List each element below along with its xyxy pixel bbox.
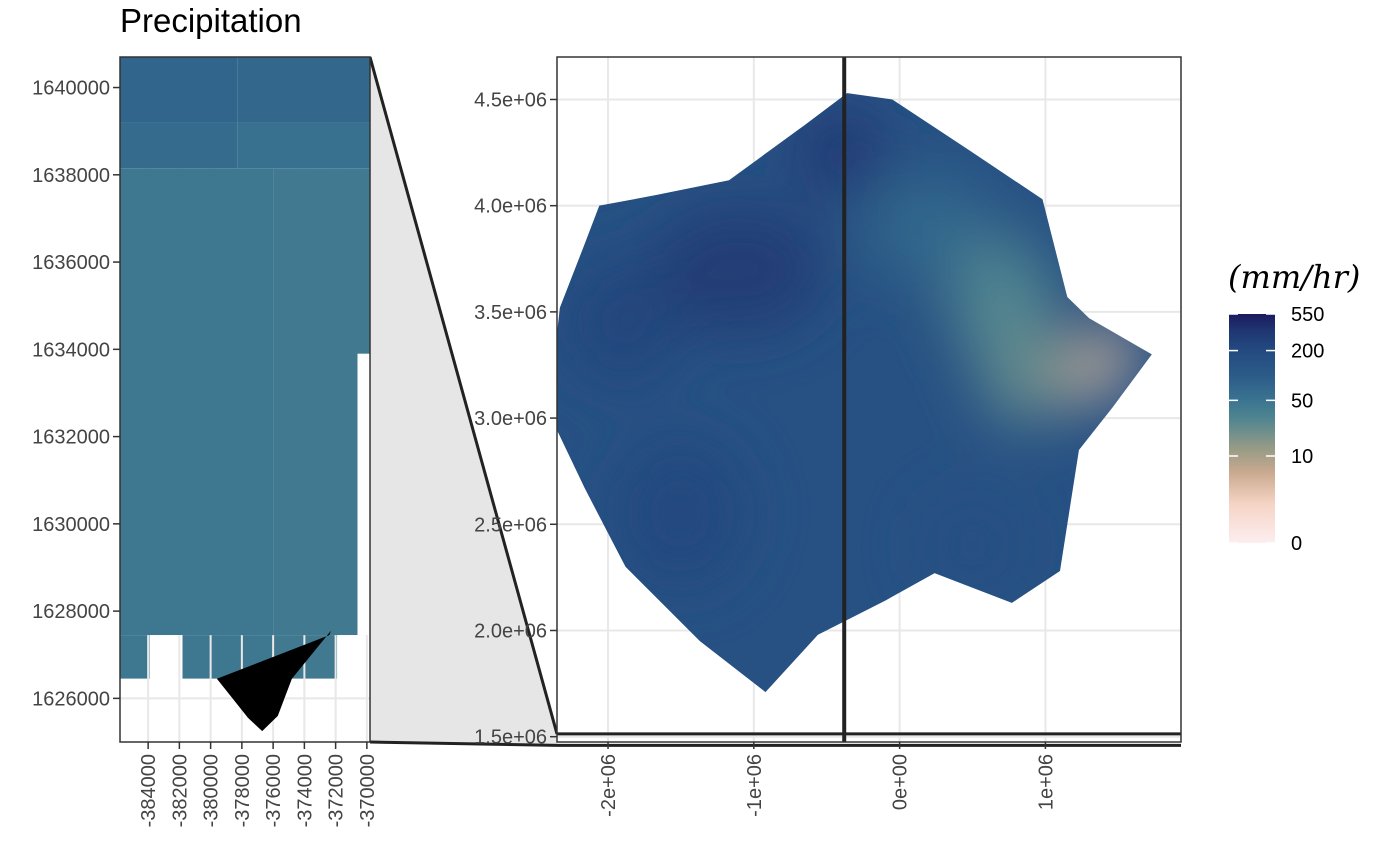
- precipitation-zone: [1084, 362, 1117, 397]
- inset-raster-cell: [120, 122, 238, 169]
- inset-y-tick-label: 1632000: [32, 427, 110, 449]
- zoom-wedge-bottom-edge: [369, 740, 558, 747]
- precipitation-zone: [615, 439, 747, 589]
- inset-raster-cell: [120, 57, 238, 123]
- precipitation-zone: [921, 498, 1024, 593]
- inset-raster: [120, 57, 370, 679]
- inset-y-tick-label: 1630000: [32, 514, 110, 536]
- color-legend: (mm/hr) 550 200 50 10 0: [1228, 258, 1360, 555]
- main-y-tick-label: 3.0e+06: [474, 408, 547, 430]
- inset-y-tick-label: 1628000: [32, 601, 110, 623]
- legend-break-label: 10: [1291, 446, 1313, 468]
- main-y-tick-label: 3.5e+06: [474, 302, 547, 324]
- inset-raster-cell: [273, 168, 370, 636]
- inset-x-tick-label: -378000: [232, 754, 254, 827]
- inset-x-tick-label: -382000: [169, 754, 191, 827]
- main-region-zones: [564, 110, 1135, 593]
- inset-panel-border: [119, 56, 371, 743]
- precipitation-zone: [979, 305, 1068, 425]
- legend-break-label: 0: [1291, 533, 1302, 555]
- inset-y-tick-label: 1640000: [32, 78, 110, 100]
- main-x-tick-label: 1e+06: [1035, 754, 1057, 810]
- inset-raster-cell: [237, 57, 370, 123]
- main-y-tick-label: 1.5e+06: [474, 727, 547, 749]
- inset-blank-cell: [149, 635, 183, 742]
- chart-title: Precipitation: [120, 2, 302, 39]
- inset-y-tick-label: 1634000: [32, 339, 110, 361]
- inset-boundary-shape: [216, 630, 331, 732]
- inset-y-tick-label: 1638000: [32, 165, 110, 187]
- inset-panel: -384000 -382000 -380000 -378000 -376000 -3740…: [32, 56, 379, 827]
- inset-raster-cell: [120, 168, 274, 636]
- main-x-tick-label: 0e+00: [890, 754, 912, 810]
- legend-title: (mm/hr): [1228, 258, 1360, 296]
- main-panel: -2e+06 -1e+06 0e+00 1e+06 1.5e+06 2.0e+06 2.5…: [474, 56, 1182, 817]
- legend-breaks: 550 200 50 10 0: [1229, 304, 1324, 555]
- inset-y-axis: 1626000 1628000 1630000 1632000 1634000 16360…: [32, 78, 120, 710]
- inset-raster-cell: [237, 122, 370, 169]
- inset-x-tick-label: -384000: [138, 754, 160, 827]
- precipitation-zone: [564, 258, 681, 387]
- legend-colorbar: [1229, 314, 1275, 543]
- legend-break-label: 200: [1291, 341, 1324, 363]
- inset-x-tick-label: -380000: [201, 754, 223, 827]
- inset-blank-cell: [357, 353, 370, 636]
- inset-x-tick-label: -376000: [263, 754, 285, 827]
- main-x-tick-label: -2e+06: [598, 754, 620, 817]
- inset-x-tick-label: -374000: [294, 754, 316, 827]
- inset-blank-cell: [120, 678, 150, 742]
- main-x-tick-label: -1e+06: [744, 754, 766, 817]
- inset-blank-cell: [337, 635, 370, 742]
- main-panel-border: [556, 56, 1182, 743]
- main-y-tick-label: 2.0e+06: [474, 620, 547, 642]
- legend-break-label: 550: [1291, 304, 1324, 326]
- inset-x-axis: -384000 -382000 -380000 -378000 -376000 -3740…: [138, 742, 379, 827]
- main-y-tick-label: 2.5e+06: [474, 514, 547, 536]
- inset-raster-cell: [120, 635, 150, 679]
- main-y-tick-label: 4.5e+06: [474, 89, 547, 111]
- precipitation-zone: [651, 205, 827, 334]
- inset-x-tick-label: -372000: [326, 754, 348, 827]
- main-y-tick-label: 4.0e+06: [474, 196, 547, 218]
- precipitation-zone: [863, 173, 995, 281]
- main-y-axis: 1.5e+06 2.0e+06 2.5e+06 3.0e+06 3.5e+06 4.0e+…: [474, 89, 557, 749]
- inset-y-tick-label: 1636000: [32, 252, 110, 274]
- precipitation-zone: [797, 110, 886, 196]
- inset-x-tick-label: -370000: [357, 754, 379, 827]
- legend-break-label: 50: [1291, 390, 1313, 412]
- inset-y-tick-label: 1626000: [32, 688, 110, 710]
- zoom-wedge-top-edge: [368, 56, 559, 735]
- main-x-axis: -2e+06 -1e+06 0e+00 1e+06: [598, 742, 1057, 817]
